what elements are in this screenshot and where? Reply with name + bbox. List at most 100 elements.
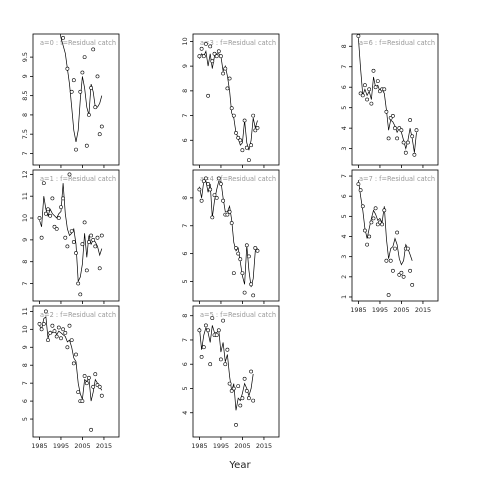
y-tick-label: 12 [21, 170, 29, 178]
data-point [395, 230, 400, 235]
data-point [227, 209, 232, 214]
data-point [356, 34, 361, 38]
data-point [240, 396, 245, 401]
data-point [91, 47, 96, 52]
data-point [65, 345, 70, 350]
fitted-line [358, 38, 417, 153]
data-point [367, 234, 372, 239]
data-point [80, 70, 85, 75]
data-point [91, 384, 96, 389]
data-point [242, 376, 247, 381]
y-tick-label: 7 [340, 174, 348, 178]
data-point [240, 148, 245, 153]
data-point [89, 427, 94, 432]
data-point [234, 246, 238, 250]
data-point [99, 393, 104, 398]
data-point [84, 143, 89, 148]
data-point [227, 76, 232, 81]
data-point [206, 181, 211, 186]
data-point [373, 85, 378, 90]
data-point [410, 282, 415, 287]
y-tick-label: 9 [21, 238, 29, 242]
y-tick-label: 6 [181, 138, 189, 142]
data-point [197, 187, 202, 192]
data-point [97, 132, 102, 137]
panel-frame [351, 169, 439, 302]
y-tick-label: 10 [21, 214, 29, 222]
y-tick-label: 8 [21, 363, 29, 367]
data-point [84, 381, 89, 386]
x-tick-label: 2015 [256, 442, 272, 450]
y-tick-label: 4 [181, 411, 189, 415]
data-point [218, 54, 223, 59]
data-point [91, 237, 96, 242]
data-point [46, 338, 50, 343]
data-point [214, 333, 219, 338]
data-point [236, 135, 241, 140]
panel-label: a=4 : f=Residual catch [200, 175, 276, 183]
data-point [67, 172, 72, 177]
y-tick-label: 6 [181, 362, 189, 366]
x-tick-label: 2015 [415, 306, 431, 314]
data-point [69, 229, 74, 234]
data-point [76, 390, 81, 395]
data-point [199, 354, 204, 359]
data-point [382, 87, 387, 92]
y-tick-label: 10 [21, 325, 29, 333]
data-point [89, 233, 94, 238]
data-point [382, 208, 387, 213]
x-axis-title: Year [229, 460, 251, 471]
data-point [231, 386, 236, 391]
data-point [405, 140, 410, 145]
data-point [74, 147, 78, 152]
data-point [356, 182, 361, 187]
data-point [201, 179, 206, 184]
data-point [369, 101, 374, 106]
data-point [251, 398, 256, 403]
y-tick-label: 9.5 [21, 52, 29, 62]
data-point [229, 106, 234, 111]
panel-background [33, 34, 119, 165]
data-point [39, 327, 44, 332]
panel-frame [32, 305, 120, 438]
x-tick-label: 2005 [234, 442, 250, 450]
data-point [71, 361, 76, 366]
panel-background [193, 34, 279, 165]
data-point [225, 347, 230, 352]
data-point [380, 222, 385, 227]
data-point [401, 274, 406, 279]
y-tick-label: 7 [340, 65, 348, 69]
x-tick-label: 1995 [372, 306, 388, 314]
data-point [393, 246, 397, 251]
data-point [61, 196, 66, 201]
data-point [95, 74, 100, 79]
panel-frame [351, 33, 439, 166]
data-point [234, 422, 238, 427]
data-point [199, 198, 204, 203]
data-point [65, 244, 70, 249]
data-point [46, 207, 50, 212]
data-point [253, 246, 258, 250]
data-point [74, 352, 78, 357]
data-point [223, 362, 228, 367]
data-point [87, 113, 91, 117]
data-point [408, 268, 413, 273]
data-point [358, 188, 363, 193]
data-point [362, 228, 367, 233]
data-point [227, 381, 232, 386]
data-point [365, 97, 370, 102]
data-point [223, 66, 228, 71]
data-point [393, 126, 397, 131]
data-point [208, 187, 213, 192]
panel-background [33, 170, 119, 301]
data-point [203, 176, 208, 181]
y-tick-label: 2 [340, 275, 348, 279]
x-tick-label: 1985 [350, 306, 366, 314]
data-point [56, 325, 61, 330]
data-point [203, 42, 208, 46]
data-point [57, 21, 60, 24]
data-point [242, 290, 247, 295]
data-point [369, 220, 374, 225]
data-point [78, 292, 83, 297]
panel-label: a=1 : f=Residual catch [40, 175, 116, 183]
